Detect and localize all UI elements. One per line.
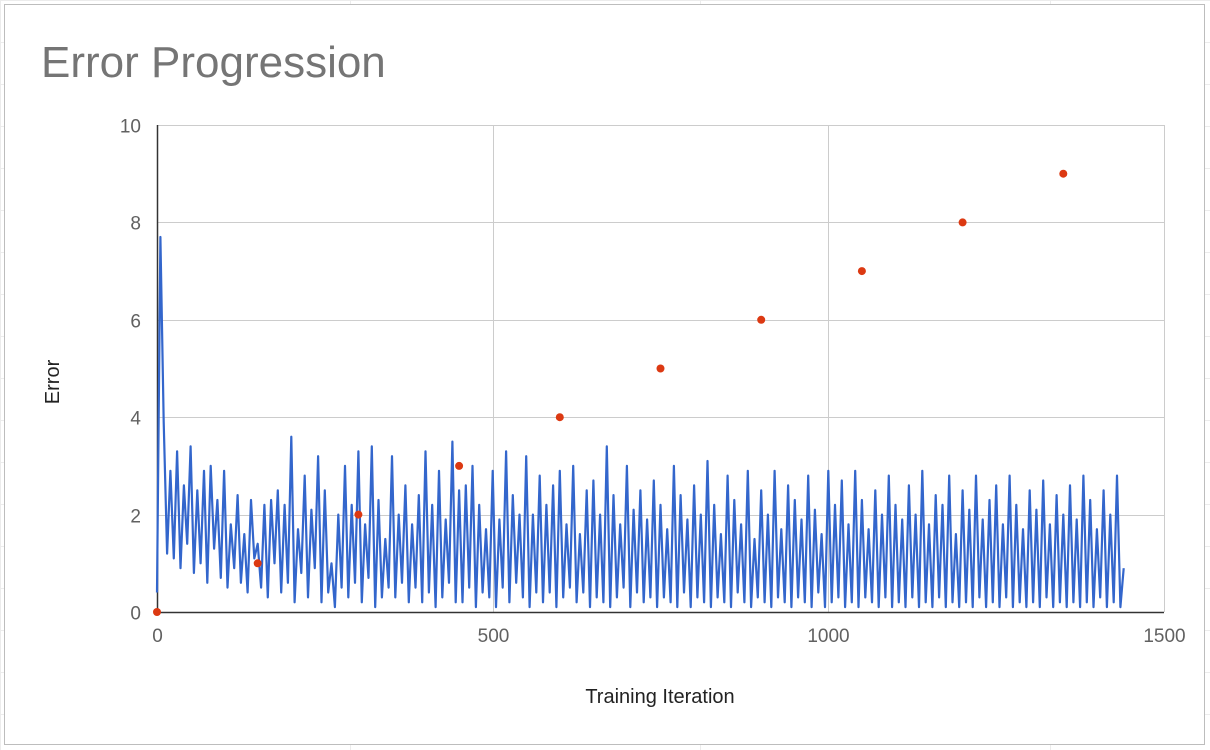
y-tick-label: 0 <box>130 604 141 625</box>
scatter-point <box>656 364 665 373</box>
scatter-point <box>253 559 262 568</box>
scatter-point <box>354 510 363 519</box>
x-tick-label: 1500 <box>1143 626 1185 647</box>
scatter-point <box>153 608 161 616</box>
scatter-point <box>1059 169 1068 178</box>
scatter-point <box>455 461 464 470</box>
y-tick-label: 2 <box>130 507 141 528</box>
y-tick-label: 8 <box>130 214 141 235</box>
scatter-point <box>958 218 967 227</box>
training-error-line <box>155 235 1125 609</box>
chart-title: Error Progression <box>41 38 386 87</box>
scatter-point <box>555 413 564 422</box>
y-tick-label: 4 <box>130 409 141 430</box>
x-tick-label: 0 <box>152 626 163 647</box>
x-tick-label: 1000 <box>807 626 849 647</box>
scatter-point <box>757 315 766 324</box>
scatter-markers <box>153 169 1068 616</box>
series <box>155 235 1125 609</box>
y-tick-label: 6 <box>130 312 141 333</box>
scatter-point <box>857 267 866 276</box>
chart-container[interactable] <box>4 4 1205 745</box>
y-axis-title: Error <box>42 359 64 404</box>
tick-labels: 0 2 4 6 8 10 0 500 1000 1500 <box>120 117 1186 648</box>
x-tick-label: 500 <box>478 626 510 647</box>
x-axis-title: Training Iteration <box>585 686 734 708</box>
y-tick-label: 10 <box>120 117 141 138</box>
